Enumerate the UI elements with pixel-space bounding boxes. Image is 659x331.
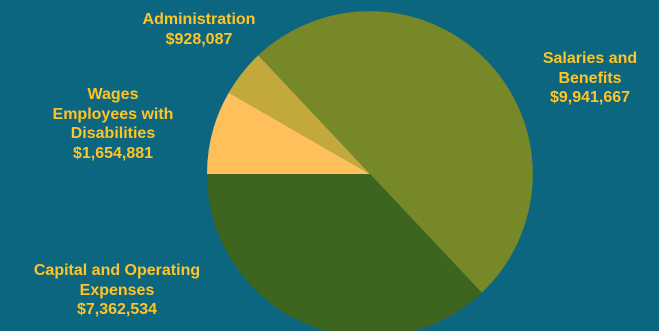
pie-slice-salaries [258,11,533,293]
label-salaries-line2: Benefits [558,69,622,87]
label-wages-line2: Employees with [52,105,174,123]
label-administration-value: $928,087 [165,30,233,48]
pie-slice-administration [228,55,370,175]
label-capital-value: $7,362,534 [76,301,158,318]
pie-slice-capital [207,174,482,331]
pie-slice-wages [207,92,370,174]
label-wages-line1: Wages [87,86,139,103]
pie-slices [207,11,533,331]
label-wages: Wages Employees with Disabilities $1,654… [18,85,208,163]
label-salaries-value: $9,941,667 [549,89,631,106]
label-administration: Administration $928,087 [104,10,294,49]
label-administration-line1: Administration [142,11,256,28]
label-capital-line1: Capital and Operating [33,262,201,279]
label-salaries: Salaries and Benefits $9,941,667 [520,49,659,108]
label-capital: Capital and Operating Expenses $7,362,53… [0,261,234,320]
label-salaries-line1: Salaries and [542,50,638,67]
label-capital-line2: Expenses [79,281,155,299]
label-wages-line3: Disabilities [70,125,156,142]
label-wages-value: $1,654,881 [72,144,154,162]
